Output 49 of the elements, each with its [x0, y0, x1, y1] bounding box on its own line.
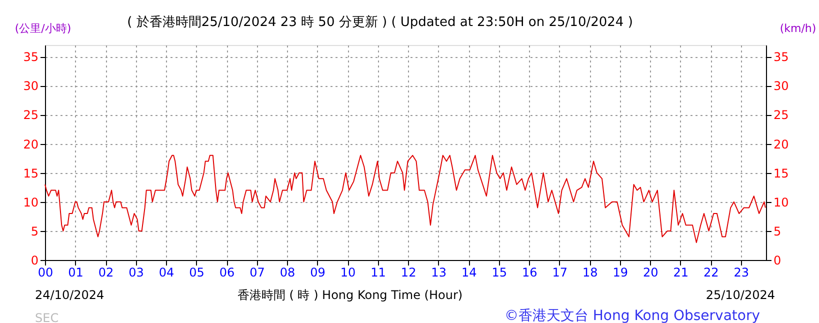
y2-tick-label: 15 [774, 166, 789, 180]
x-tick-label: 09 [310, 266, 326, 280]
y2-tick-label: 30 [774, 79, 789, 94]
x-tick-label: 23 [734, 266, 750, 280]
x-tick-label: 01 [68, 266, 84, 280]
x-tick-label: 02 [98, 266, 114, 280]
y2-tick-label: 10 [774, 195, 789, 210]
x-tick-label: 03 [128, 266, 144, 280]
x-tick-label: 19 [612, 266, 628, 280]
y-tick-label: 0 [30, 254, 38, 268]
x-tick-label: 22 [703, 266, 719, 280]
y-tick-label: 25 [23, 108, 38, 122]
line-series [44, 154, 766, 244]
y-tick-label: 10 [23, 195, 38, 210]
y2-tick-label: 25 [774, 108, 789, 122]
x-tick-label: 12 [400, 266, 416, 280]
y-axis-title: (公里/小時) [14, 22, 72, 35]
text: ©香港天文台 Hong Kong Observatory [504, 308, 760, 323]
y-tick-label: 15 [23, 166, 38, 180]
chart-title: ( 於香港時間25/10/2024 23 時 50 分更新 ) ( Updated at 23:50H on 25/10/2024 ) [127, 15, 633, 30]
x-tick-label: 07 [250, 266, 265, 280]
text: 24/10/2024 [35, 288, 104, 302]
x-tick-label: 15 [492, 266, 507, 280]
x-tick-label: 20 [642, 266, 658, 280]
y-tick-label: 30 [23, 79, 38, 94]
x-tick-label: 13 [431, 266, 446, 280]
x-tick-label: 17 [552, 266, 568, 280]
text: SEC [35, 311, 59, 323]
y-tick-label: 35 [23, 50, 38, 64]
y2-axis-title: (km/h) [780, 22, 816, 35]
x-tick-label: 10 [340, 266, 356, 280]
x-tick-label: 14 [461, 266, 477, 280]
x-axis-title: 香港時間 ( 時 ) Hong Kong Time (Hour) [237, 288, 463, 302]
y2-tick-label: 0 [774, 254, 782, 268]
x-tick-label: 21 [673, 266, 689, 280]
x-tick-label: 16 [522, 266, 538, 280]
y2-tick-label: 5 [774, 224, 782, 238]
text: 25/10/2024 [706, 288, 775, 302]
x-tick-label: 11 [370, 266, 386, 280]
x-tick-label: 04 [158, 266, 174, 280]
x-tick-label: 08 [280, 266, 296, 280]
x-tick-label: 05 [189, 266, 204, 280]
x-tick-label: 06 [219, 266, 235, 280]
x-tick-label: 00 [38, 266, 54, 280]
x-tick-label: 18 [582, 266, 598, 280]
y-tick-label: 5 [30, 224, 38, 238]
y-tick-label: 20 [23, 137, 38, 152]
y2-tick-label: 20 [774, 137, 789, 152]
y2-tick-label: 35 [774, 50, 789, 64]
